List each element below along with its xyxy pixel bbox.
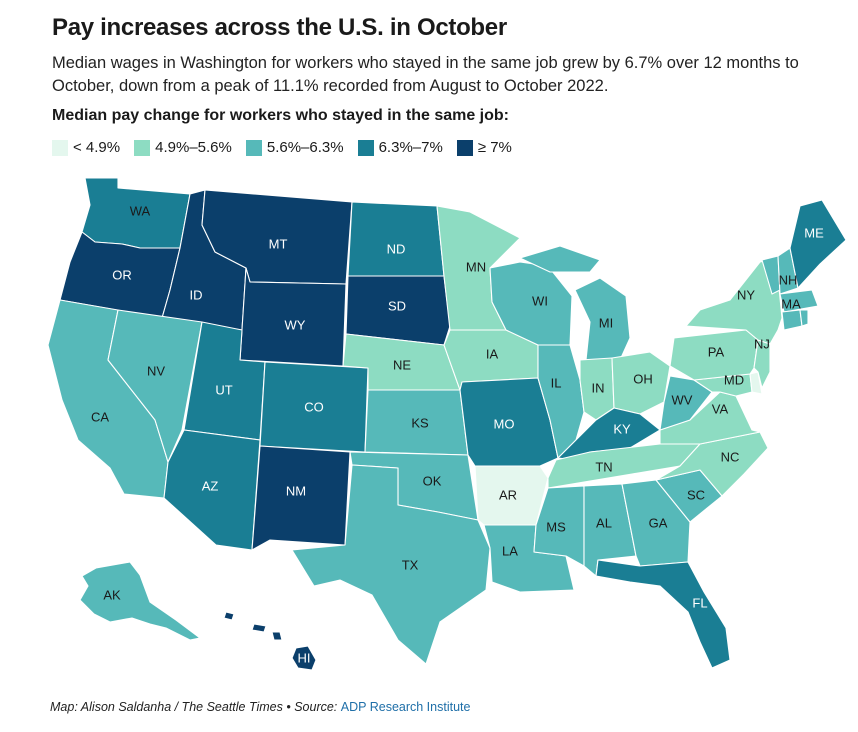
label-ca: CA [91, 409, 109, 424]
legend-swatch [357, 139, 374, 156]
label-ok: OK [423, 473, 442, 488]
source-link[interactable]: ADP Research Institute [340, 700, 471, 714]
state-nd[interactable] [347, 201, 445, 277]
label-md: MD [724, 372, 744, 387]
label-co: CO [304, 399, 324, 414]
label-ma: MA [781, 296, 801, 311]
legend-label: 4.9%–5.6% [155, 139, 232, 156]
label-hi: HI [298, 650, 311, 665]
label-nd: ND [387, 241, 406, 256]
label-nm: NM [286, 483, 306, 498]
legend-item-lt-4-9: < 4.9% [52, 139, 120, 156]
legend-label: 6.3%–7% [378, 139, 443, 156]
legend-title: Median pay change for workers who stayed… [52, 107, 509, 124]
label-wi: WI [532, 293, 548, 308]
legend-label: ≥ 7% [477, 139, 512, 156]
label-la: LA [502, 543, 518, 558]
legend-swatch [134, 139, 151, 156]
label-va: VA [712, 401, 729, 416]
legend-item-4-9-to-5-6: 4.9%–5.6% [134, 139, 232, 156]
state-nm[interactable] [251, 445, 351, 551]
state-mi[interactable] [574, 277, 631, 361]
label-sd: SD [388, 298, 406, 313]
state-mi-up[interactable] [519, 245, 601, 273]
label-nc: NC [721, 449, 740, 464]
credit-text: Map: Alison Saldanha / The Seattle Times… [50, 700, 341, 714]
legend-swatch [456, 139, 473, 156]
map-subtitle: Median wages in Washington for workers w… [52, 54, 799, 95]
legend-item-gte-7: ≥ 7% [456, 139, 512, 156]
state-me[interactable] [789, 199, 847, 289]
legend-label: 5.6%–6.3% [266, 139, 344, 156]
legend-label: < 4.9% [73, 139, 121, 156]
label-ut: UT [215, 382, 232, 397]
credit-line: Map: Alison Saldanha / The Seattle Times… [50, 700, 470, 714]
label-nh: NH [779, 272, 798, 287]
label-wa: WA [130, 203, 151, 218]
label-oh: OH [633, 371, 653, 386]
label-in: IN [592, 380, 605, 395]
state-ma[interactable] [779, 289, 819, 313]
label-tx: TX [402, 557, 419, 572]
label-mn: MN [466, 259, 486, 274]
state-fl[interactable] [595, 559, 731, 669]
label-nj: NJ [754, 336, 770, 351]
label-ks: KS [411, 415, 429, 430]
state-ri[interactable] [799, 309, 809, 327]
label-al: AL [596, 515, 612, 530]
legend: < 4.9% 4.9%–5.6% 5.6%–6.3% 6.3%–7% ≥ 7% [52, 139, 512, 156]
state-nc[interactable] [655, 431, 769, 497]
legend-item-6-3-to-7: 6.3%–7% [357, 139, 443, 156]
label-fl: FL [692, 595, 707, 610]
state-sd[interactable] [345, 275, 451, 346]
label-il: IL [551, 375, 562, 390]
label-wy: WY [285, 317, 306, 332]
label-or: OR [112, 267, 132, 282]
label-ny: NY [737, 287, 755, 302]
label-nv: NV [147, 363, 165, 378]
state-hi[interactable] [291, 645, 317, 671]
state-tx[interactable] [291, 464, 491, 665]
label-pa: PA [708, 344, 725, 359]
state-ny[interactable] [685, 257, 783, 345]
label-ne: NE [393, 357, 411, 372]
label-sc: SC [687, 487, 705, 502]
map-title: Pay increases across the U.S. in October [52, 14, 507, 41]
state-hi-islands[interactable] [223, 611, 283, 641]
label-ga: GA [649, 515, 668, 530]
legend-swatch [52, 139, 68, 156]
label-mo: MO [494, 416, 515, 431]
label-ar: AR [499, 487, 517, 502]
state-ct[interactable] [781, 309, 803, 331]
label-me: ME [804, 225, 824, 240]
label-wv: WV [672, 392, 693, 407]
label-ky: KY [613, 421, 631, 436]
label-ak: AK [103, 587, 121, 602]
label-ms: MS [546, 519, 566, 534]
label-az: AZ [202, 478, 219, 493]
legend-item-5-6-to-6-3: 5.6%–6.3% [245, 139, 344, 156]
state-ak[interactable] [79, 561, 201, 641]
label-id: ID [190, 287, 203, 302]
label-mt: MT [269, 236, 288, 251]
label-tn: TN [595, 459, 612, 474]
label-mi: MI [599, 315, 613, 330]
legend-swatch [245, 139, 262, 156]
label-ia: IA [486, 346, 499, 361]
state-va[interactable] [659, 391, 761, 445]
